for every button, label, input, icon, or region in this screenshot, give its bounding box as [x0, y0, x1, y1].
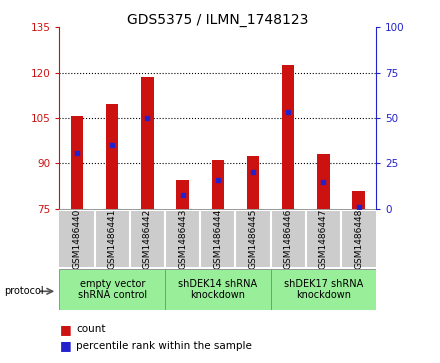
Text: GSM1486444: GSM1486444	[213, 209, 222, 269]
Bar	[317, 154, 330, 209]
Text: ■: ■	[59, 323, 71, 336]
Bar	[165, 269, 271, 310]
Bar	[59, 269, 165, 310]
Text: GSM1486442: GSM1486442	[143, 209, 152, 269]
Text: percentile rank within the sample: percentile rank within the sample	[76, 340, 252, 351]
Bar	[247, 156, 259, 209]
Bar	[352, 191, 365, 209]
Bar	[141, 77, 154, 209]
Text: GSM1486441: GSM1486441	[108, 208, 117, 269]
Bar	[282, 65, 294, 209]
Text: GSM1486443: GSM1486443	[178, 208, 187, 269]
Bar	[212, 160, 224, 209]
Text: shDEK14 shRNA
knockdown: shDEK14 shRNA knockdown	[178, 279, 257, 300]
Text: GSM1486446: GSM1486446	[284, 208, 293, 269]
Text: empty vector
shRNA control: empty vector shRNA control	[77, 279, 147, 300]
Bar	[176, 180, 189, 209]
Bar	[71, 117, 83, 209]
Text: protocol: protocol	[4, 286, 44, 296]
Text: GSM1486447: GSM1486447	[319, 208, 328, 269]
Text: GSM1486448: GSM1486448	[354, 208, 363, 269]
Text: count: count	[76, 324, 106, 334]
Text: GDS5375 / ILMN_1748123: GDS5375 / ILMN_1748123	[127, 13, 308, 27]
Text: GSM1486440: GSM1486440	[73, 208, 81, 269]
Text: shDEK17 shRNA
knockdown: shDEK17 shRNA knockdown	[284, 279, 363, 300]
Bar	[271, 269, 376, 310]
Text: GSM1486445: GSM1486445	[249, 208, 257, 269]
Bar	[106, 104, 118, 209]
Text: ■: ■	[59, 339, 71, 352]
